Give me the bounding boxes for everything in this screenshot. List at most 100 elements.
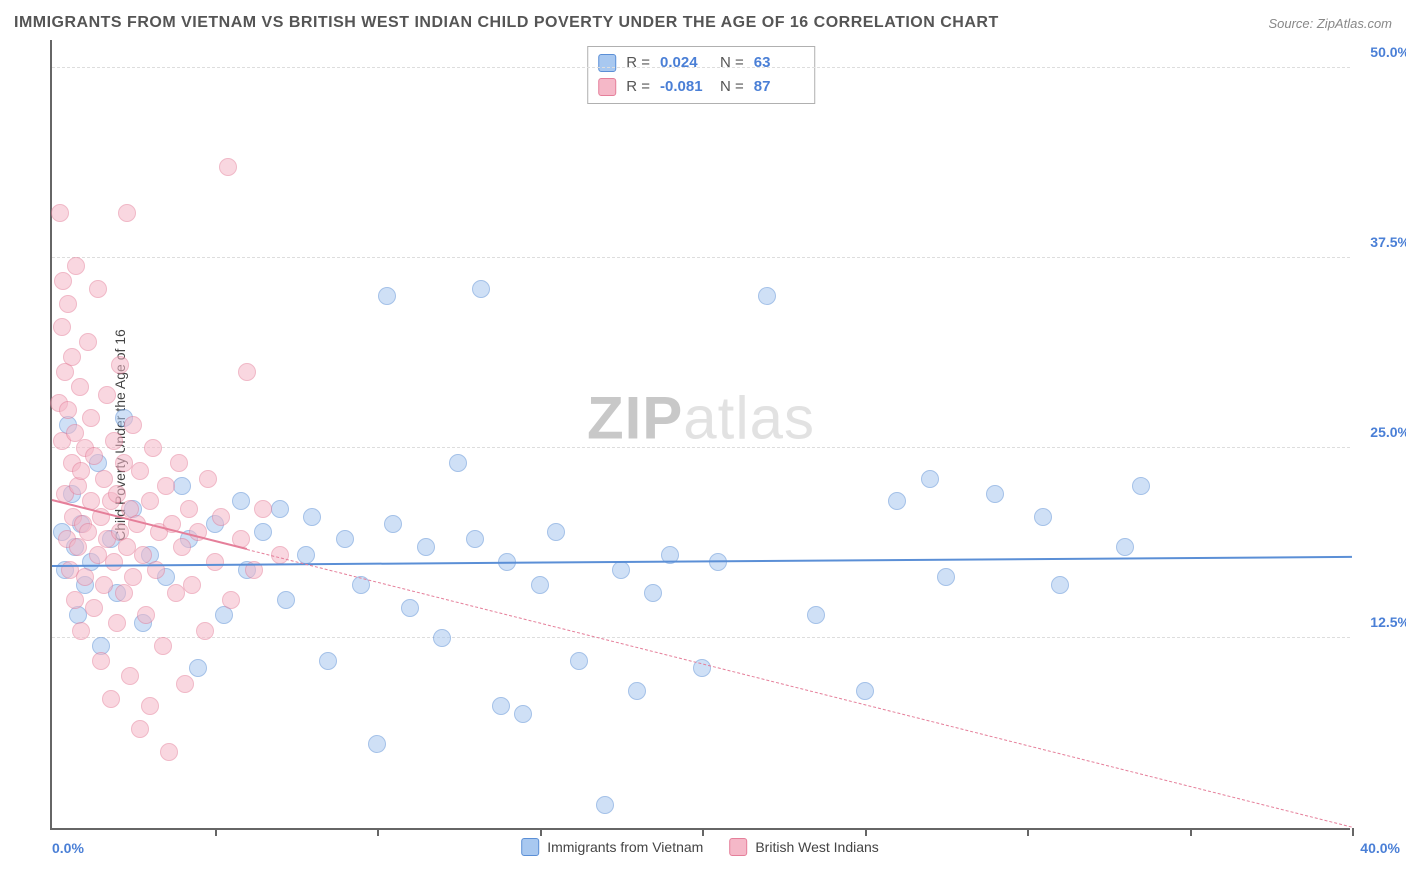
marker-vietnam (297, 546, 315, 564)
x-tick (540, 828, 542, 836)
marker-bwi (157, 477, 175, 495)
swatch-series-1 (598, 78, 616, 96)
bottom-legend: Immigrants from Vietnam British West Ind… (521, 838, 879, 856)
marker-vietnam (189, 659, 207, 677)
trendline (247, 549, 1352, 828)
watermark-atlas: atlas (683, 385, 815, 452)
x-tick (215, 828, 217, 836)
legend-label-0: Immigrants from Vietnam (547, 839, 703, 855)
marker-bwi (137, 606, 155, 624)
marker-vietnam (384, 515, 402, 533)
marker-vietnam (807, 606, 825, 624)
marker-bwi (53, 318, 71, 336)
marker-bwi (170, 454, 188, 472)
marker-bwi (121, 667, 139, 685)
marker-bwi (176, 675, 194, 693)
marker-bwi (71, 378, 89, 396)
marker-bwi (154, 637, 172, 655)
marker-vietnam (888, 492, 906, 510)
marker-bwi (271, 546, 289, 564)
marker-bwi (76, 568, 94, 586)
marker-vietnam (368, 735, 386, 753)
marker-bwi (108, 485, 126, 503)
marker-vietnam (401, 599, 419, 617)
marker-bwi (219, 158, 237, 176)
marker-bwi (124, 416, 142, 434)
y-tick-label: 50.0% (1355, 44, 1406, 60)
marker-vietnam (336, 530, 354, 548)
stat-n-val-1: 87 (754, 75, 804, 99)
marker-bwi (85, 447, 103, 465)
marker-bwi (105, 432, 123, 450)
marker-bwi (72, 462, 90, 480)
marker-vietnam (466, 530, 484, 548)
marker-vietnam (378, 287, 396, 305)
stats-row-1: R = -0.081 N = 87 (598, 75, 804, 99)
legend-item-0: Immigrants from Vietnam (521, 838, 703, 856)
x-tick (865, 828, 867, 836)
marker-vietnam (856, 682, 874, 700)
stat-r-val-0: 0.024 (660, 51, 710, 75)
plot-wrap: Child Poverty Under the Age of 16 ZIPatl… (50, 40, 1350, 830)
marker-bwi (67, 257, 85, 275)
marker-bwi (98, 386, 116, 404)
marker-bwi (82, 409, 100, 427)
plot-area: ZIPatlas R = 0.024 N = 63 R = -0.081 N =… (50, 40, 1350, 830)
marker-vietnam (1034, 508, 1052, 526)
marker-bwi (180, 500, 198, 518)
marker-vietnam (531, 576, 549, 594)
y-tick-label: 12.5% (1355, 614, 1406, 630)
watermark: ZIPatlas (587, 384, 815, 453)
watermark-zip: ZIP (587, 385, 683, 452)
gridline (52, 67, 1350, 68)
source-attribution: Source: ZipAtlas.com (1268, 16, 1392, 31)
legend-label-1: British West Indians (755, 839, 878, 855)
marker-vietnam (173, 477, 191, 495)
marker-bwi (115, 584, 133, 602)
title-bar: IMMIGRANTS FROM VIETNAM VS BRITISH WEST … (14, 10, 1392, 36)
marker-vietnam (644, 584, 662, 602)
stat-r-label: R = (624, 51, 652, 75)
marker-bwi (54, 272, 72, 290)
marker-bwi (131, 720, 149, 738)
marker-bwi (118, 204, 136, 222)
marker-vietnam (472, 280, 490, 298)
marker-bwi (124, 568, 142, 586)
stat-n-label: N = (718, 75, 746, 99)
marker-vietnam (937, 568, 955, 586)
marker-bwi (51, 204, 69, 222)
marker-bwi (59, 295, 77, 313)
marker-vietnam (277, 591, 295, 609)
stats-row-0: R = 0.024 N = 63 (598, 51, 804, 75)
marker-vietnam (596, 796, 614, 814)
marker-bwi (79, 523, 97, 541)
marker-bwi (196, 622, 214, 640)
marker-bwi (254, 500, 272, 518)
marker-vietnam (570, 652, 588, 670)
marker-vietnam (232, 492, 250, 510)
marker-bwi (199, 470, 217, 488)
marker-vietnam (1132, 477, 1150, 495)
marker-vietnam (433, 629, 451, 647)
x-tick (1352, 828, 1354, 836)
marker-bwi (222, 591, 240, 609)
marker-vietnam (514, 705, 532, 723)
marker-vietnam (1116, 538, 1134, 556)
marker-bwi (59, 401, 77, 419)
x-tick (377, 828, 379, 836)
marker-bwi (131, 462, 149, 480)
marker-bwi (144, 439, 162, 457)
marker-bwi (134, 546, 152, 564)
marker-bwi (95, 470, 113, 488)
marker-bwi (141, 697, 159, 715)
marker-vietnam (628, 682, 646, 700)
marker-vietnam (986, 485, 1004, 503)
marker-bwi (79, 333, 97, 351)
y-tick-label: 37.5% (1355, 234, 1406, 250)
marker-bwi (167, 584, 185, 602)
marker-bwi (63, 348, 81, 366)
marker-bwi (72, 622, 90, 640)
marker-bwi (69, 477, 87, 495)
marker-bwi (206, 553, 224, 571)
legend-swatch-1 (729, 838, 747, 856)
